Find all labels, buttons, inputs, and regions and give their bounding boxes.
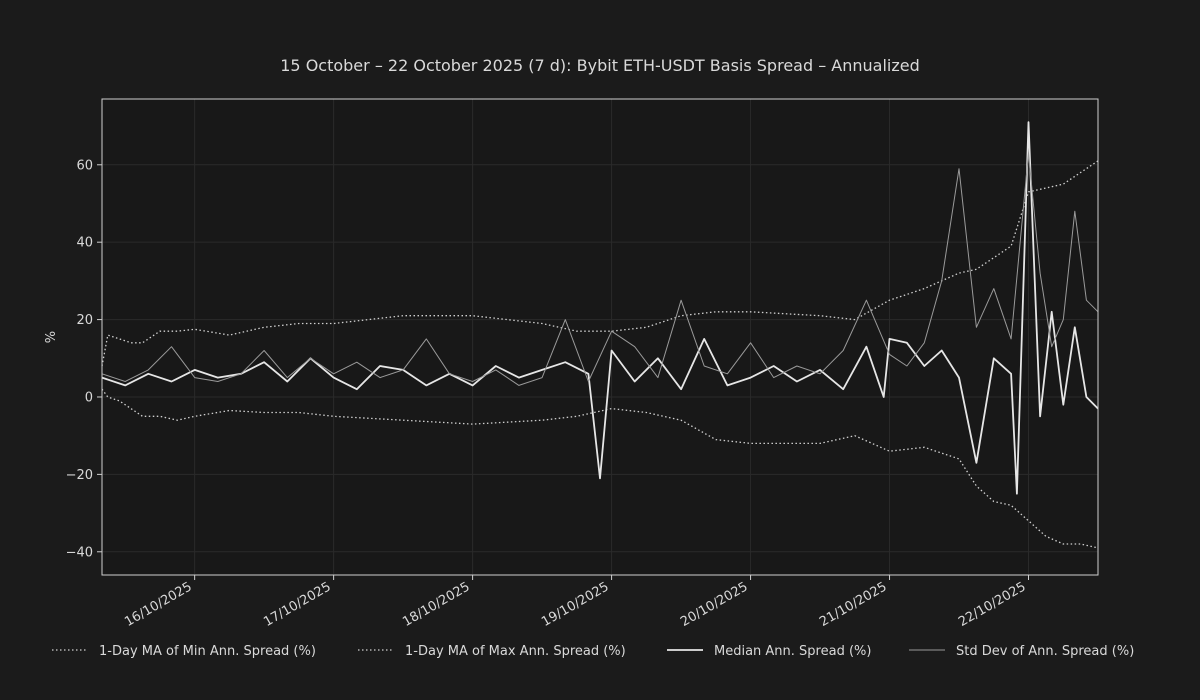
y-tick-label: 60 bbox=[76, 158, 93, 173]
grid-lines bbox=[102, 99, 1098, 575]
series-min-ma bbox=[101, 388, 1099, 549]
y-tick-label: 40 bbox=[76, 236, 93, 251]
y-axis-label: % bbox=[44, 331, 59, 343]
y-tick-label: 20 bbox=[76, 313, 93, 328]
legend: 1-Day MA of Min Ann. Spread (%) 1-Day MA … bbox=[52, 644, 1134, 659]
y-tick-label: 0 bbox=[85, 390, 93, 405]
y-tick-label: −40 bbox=[66, 545, 93, 560]
chart-title: 15 October – 22 October 2025 (7 d): Bybi… bbox=[280, 56, 920, 75]
legend-label: 1-Day MA of Min Ann. Spread (%) bbox=[99, 644, 316, 659]
legend-label: Median Ann. Spread (%) bbox=[714, 644, 871, 659]
y-axis: −40 −20 0 20 40 60 bbox=[66, 158, 102, 560]
legend-label: 1-Day MA of Max Ann. Spread (%) bbox=[405, 644, 626, 659]
plot-area bbox=[102, 99, 1098, 575]
legend-item: Median Ann. Spread (%) bbox=[667, 644, 871, 659]
plot-frame bbox=[101, 98, 1099, 576]
legend-item: 1-Day MA of Max Ann. Spread (%) bbox=[358, 644, 626, 659]
series-max-ma bbox=[101, 160, 1099, 367]
series-std bbox=[101, 152, 1099, 386]
series-median bbox=[101, 121, 1099, 495]
series-layer bbox=[101, 121, 1099, 549]
legend-item: 1-Day MA of Min Ann. Spread (%) bbox=[52, 644, 316, 659]
y-tick-label: −20 bbox=[66, 468, 93, 483]
legend-label: Std Dev of Ann. Spread (%) bbox=[956, 644, 1134, 659]
legend-item: Std Dev of Ann. Spread (%) bbox=[909, 644, 1134, 659]
